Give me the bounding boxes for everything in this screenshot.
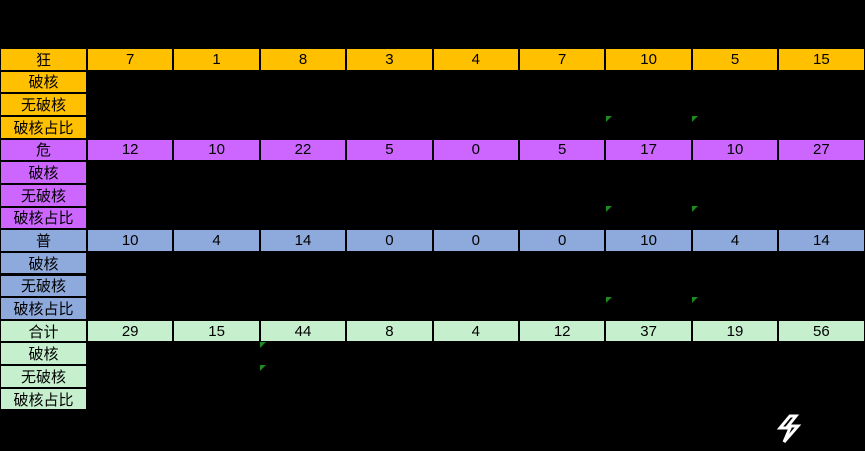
value-cell: 10 [691, 138, 779, 162]
sub-row-label: 无破核 [0, 183, 87, 207]
value-cell: 15 [173, 319, 260, 343]
group-label: 危 [0, 138, 87, 162]
comment-marker [606, 206, 612, 212]
value-cell: 7 [519, 48, 606, 71]
sub-row-label: 破核 [0, 342, 87, 366]
comment-marker [260, 342, 266, 348]
comment-marker [692, 116, 698, 122]
sub-row-label: 破核 [0, 161, 87, 184]
value-cell: 8 [346, 319, 433, 343]
comment-marker [606, 116, 612, 122]
comment-marker [606, 297, 612, 303]
value-cell: 17 [605, 138, 692, 162]
value-cell: 14 [259, 229, 347, 252]
value-cell: 5 [691, 48, 779, 71]
value-cell: 12 [87, 138, 174, 162]
comment-marker [692, 206, 698, 212]
value-cell: 10 [605, 48, 692, 71]
value-cell: 29 [87, 319, 174, 343]
group-label: 合计 [0, 319, 87, 343]
comment-marker [260, 365, 266, 371]
sub-row-label: 无破核 [0, 274, 87, 298]
value-cell: 27 [778, 138, 865, 162]
group-label: 普 [0, 229, 87, 252]
comment-marker [692, 297, 698, 303]
watermark-logo [776, 414, 802, 443]
value-cell: 0 [432, 138, 519, 162]
value-cell: 12 [519, 319, 606, 343]
value-cell: 0 [346, 229, 433, 252]
sub-row-label: 破核占比 [0, 387, 87, 411]
group-label: 狂 [0, 48, 87, 71]
sub-row-label: 破核占比 [0, 115, 87, 139]
value-cell: 3 [346, 48, 433, 71]
value-cell: 4 [691, 229, 779, 252]
value-cell: 44 [259, 319, 347, 343]
value-cell: 7 [87, 48, 174, 71]
sub-row-label: 破核 [0, 251, 87, 275]
value-cell: 4 [432, 319, 519, 343]
value-cell: 10 [173, 138, 260, 162]
value-cell: 5 [346, 138, 433, 162]
value-cell: 56 [778, 319, 865, 343]
value-cell: 37 [605, 319, 692, 343]
value-cell: 4 [173, 229, 260, 252]
value-cell: 19 [691, 319, 779, 343]
value-cell: 15 [778, 48, 865, 71]
sub-row-label: 破核 [0, 70, 87, 94]
value-cell: 10 [87, 229, 174, 252]
value-cell: 4 [432, 48, 519, 71]
value-cell: 22 [259, 138, 347, 162]
sub-row-label: 破核占比 [0, 297, 87, 320]
value-cell: 0 [519, 229, 606, 252]
value-cell: 1 [173, 48, 260, 71]
value-cell: 10 [605, 229, 692, 252]
sub-row-label: 无破核 [0, 365, 87, 388]
value-cell: 8 [259, 48, 347, 71]
sub-row-label: 破核占比 [0, 206, 87, 230]
value-cell: 14 [778, 229, 865, 252]
value-cell: 5 [519, 138, 606, 162]
value-cell: 0 [432, 229, 519, 252]
sub-row-label: 无破核 [0, 93, 87, 116]
